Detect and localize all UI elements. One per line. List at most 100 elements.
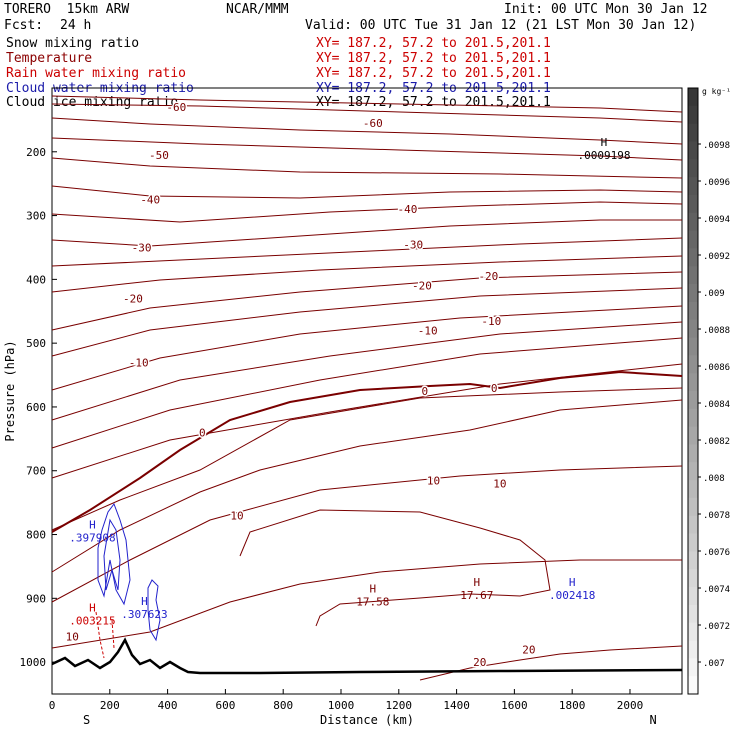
- direction-south: S: [83, 713, 90, 727]
- colorbar-segment-13: [688, 319, 698, 339]
- colorbar-segment-29: [688, 604, 698, 624]
- colorbar-tick-label-0: .0098: [703, 141, 730, 151]
- isotherm-18: [51, 465, 683, 603]
- colorbar-tick-label-7: .0084: [703, 400, 730, 410]
- rain-contour-0: [95, 611, 105, 659]
- colorbar-segment-21: [688, 462, 698, 481]
- terrain-profile: [51, 637, 683, 675]
- extremum-symbol-6: H: [89, 601, 96, 614]
- colorbar-segment-26: [688, 551, 698, 570]
- field-name-rain: Rain water mixing ratio: [6, 66, 187, 81]
- x-tick-label-0: 0: [49, 699, 56, 712]
- isotherm-6: [51, 201, 683, 223]
- colorbar-segment-0: [688, 88, 698, 107]
- temperature-label-21: 20: [522, 643, 535, 656]
- model-title: TORERO 15km ARW: [4, 2, 130, 17]
- extremum-value-0: .0009198: [577, 149, 630, 162]
- cloud-contour-2: [147, 579, 161, 642]
- isotherm-15: [51, 363, 683, 479]
- x-tick-label-10: 2000: [617, 699, 644, 712]
- extremum-symbol-0: H: [601, 136, 608, 149]
- colorbar-segment-12: [688, 301, 698, 321]
- plot-frame: [51, 87, 683, 695]
- forecast-label: Fcst:: [4, 18, 44, 33]
- colorbar-frame: [687, 87, 699, 695]
- extremum-symbol-5: H: [141, 595, 148, 608]
- temperature-label-17: 10: [427, 474, 440, 487]
- extremum-symbol-3: H: [569, 576, 576, 589]
- temperature-label-13: 0: [199, 426, 206, 439]
- temperature-label-10: -10: [129, 356, 149, 369]
- colorbar-segment-18: [688, 408, 698, 428]
- temperature-label-18: 10: [493, 477, 506, 490]
- y-tick-label-3: 500: [26, 337, 46, 350]
- colorbar-segment-16: [688, 373, 698, 392]
- colorbar-tick-label-8: .0082: [703, 437, 730, 447]
- init-time: Init: 00 UTC Mon 30 Jan 12: [504, 2, 708, 17]
- valid-time: Valid: 00 UTC Tue 31 Jan 12 (21 LST Mon …: [305, 18, 697, 33]
- isotherm-14: [51, 337, 683, 449]
- field-xy-snow: XY= 187.2, 57.2 to 201.5,201.1: [316, 36, 551, 51]
- temperature-label-14: 0: [421, 385, 428, 398]
- colorbar-tick-label-9: .008: [703, 474, 725, 484]
- extremum-value-1: 17.58: [356, 595, 389, 608]
- colorbar-segment-33: [688, 676, 698, 695]
- isotherm-16: [51, 387, 683, 531]
- y-tick-label-2: 400: [26, 273, 46, 286]
- colorbar-tick-label-3: .0092: [703, 252, 730, 262]
- extremum-value-3: .002418: [549, 589, 595, 602]
- extrema-markers: H.0009198H17.58H17.67H.002418H.397908H.3…: [69, 136, 630, 628]
- x-tick-label-6: 1200: [386, 699, 413, 712]
- temperature-labels: -60 -60 -50 -40 -40 -30 -30 -20 -20 -20 -10 -10 -10 0…: [64, 100, 537, 671]
- isotherm-2: [51, 117, 683, 145]
- isotherm-4: [51, 157, 683, 179]
- temperature-label-5: -30: [132, 241, 152, 254]
- temperature-label-6: -30: [403, 238, 423, 251]
- terrain-line: [51, 637, 683, 675]
- temperature-label-12: -10: [481, 315, 501, 328]
- colorbar-segment-2: [688, 123, 698, 142]
- colorbar-segment-25: [688, 533, 698, 552]
- cloud-contour-1: [103, 518, 121, 591]
- y-tick-label-4: 600: [26, 401, 46, 414]
- temperature-label-16: 10: [230, 509, 243, 522]
- x-tick-label-7: 1400: [443, 699, 470, 712]
- colorbar-segment-20: [688, 444, 698, 463]
- colorbar-segment-27: [688, 569, 698, 588]
- field-xy-rain: XY= 187.2, 57.2 to 201.5,201.1: [316, 66, 551, 81]
- colorbar-segment-8: [688, 230, 698, 249]
- isotherm-1: [51, 103, 683, 123]
- temperature-label-19: 10: [66, 631, 79, 644]
- y-tick-label-6: 800: [26, 529, 46, 542]
- x-tick-label-1: 200: [100, 699, 120, 712]
- x-tick-label-8: 1600: [501, 699, 528, 712]
- cloud-contour-0: [97, 502, 131, 606]
- temperature-label-9: -20: [478, 270, 498, 283]
- isotherm-19: [51, 559, 682, 649]
- x-tick-label-3: 600: [215, 699, 235, 712]
- colorbar-segment-10: [688, 266, 698, 285]
- temperature-label-2: -50: [149, 149, 169, 162]
- colorbar-segment-7: [688, 212, 698, 232]
- isotherm-10-closed: [239, 509, 551, 627]
- organization: NCAR/MMM: [226, 2, 289, 17]
- isotherm-0: [51, 95, 683, 113]
- x-axis-label: Distance (km): [320, 713, 414, 727]
- isotherm-zero: [51, 370, 683, 533]
- colorbar-tick-label-2: .0094: [703, 215, 730, 225]
- isotherm-3: [51, 137, 683, 161]
- colorbar-tick-label-1: .0096: [703, 178, 730, 188]
- isotherm-20: [419, 645, 683, 681]
- temperature-label-4: -40: [398, 203, 418, 216]
- x-tick-label-9: 1800: [559, 699, 586, 712]
- temperature-label-1: -60: [363, 117, 383, 130]
- colorbar-tick-label-11: .0076: [703, 548, 730, 558]
- direction-north: N: [649, 713, 656, 727]
- y-axis-label: Pressure (hPa): [3, 340, 17, 441]
- colorbar-segment-28: [688, 587, 698, 606]
- colorbar-segment-4: [688, 159, 698, 178]
- isotherm-10: [51, 271, 683, 331]
- temperature-label-15: 0: [491, 382, 498, 395]
- isotherm-13: [51, 321, 683, 421]
